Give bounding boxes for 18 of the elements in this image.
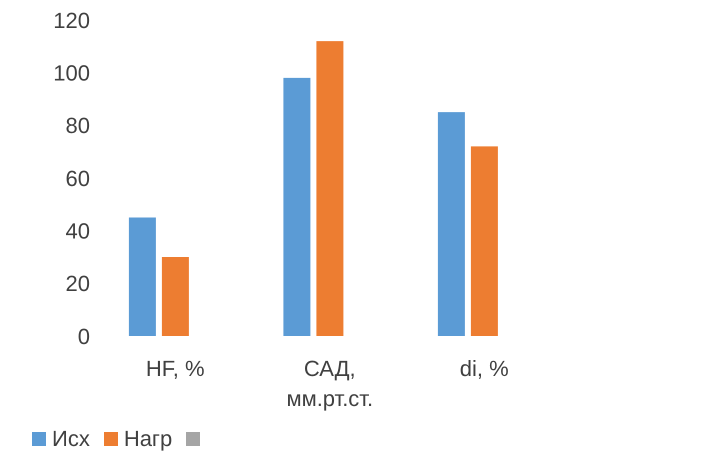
bar bbox=[283, 78, 310, 336]
x-tick-label: di, % bbox=[460, 356, 509, 381]
y-tick-label: 120 bbox=[53, 8, 90, 33]
y-tick-label: 40 bbox=[66, 218, 90, 244]
y-tick-label: 80 bbox=[66, 113, 90, 138]
y-tick-label: 60 bbox=[66, 166, 90, 191]
y-tick-label: 20 bbox=[66, 271, 90, 296]
bar bbox=[438, 112, 465, 336]
legend-label: Исх bbox=[52, 426, 90, 452]
bar bbox=[316, 41, 344, 336]
x-tick-label: САД, мм.рт.ст. bbox=[286, 356, 374, 411]
bar bbox=[162, 257, 189, 336]
y-tick-label: 100 bbox=[53, 60, 90, 86]
bar bbox=[128, 218, 156, 336]
legend-label: Нагр bbox=[124, 426, 172, 452]
bar bbox=[470, 146, 498, 336]
x-tick-label: HF, % bbox=[146, 356, 205, 381]
y-tick-label: 0 bbox=[78, 324, 90, 349]
